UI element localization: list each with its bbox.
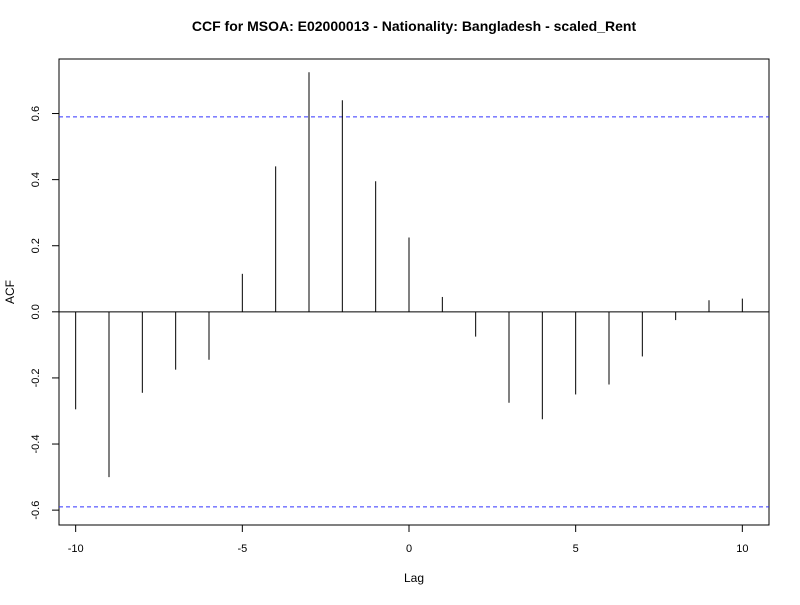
- y-tick-label: -0.2: [30, 368, 42, 387]
- chart-title: CCF for MSOA: E02000013 - Nationality: B…: [192, 18, 637, 34]
- x-axis-label: Lag: [404, 571, 424, 585]
- x-tick-label: 0: [406, 543, 412, 555]
- y-tick-label: 0.4: [30, 172, 42, 187]
- y-tick-label: -0.4: [30, 435, 42, 454]
- y-axis-label: ACF: [3, 280, 17, 304]
- plot-frame: [58, 58, 770, 526]
- y-tick-label: 0.2: [30, 238, 42, 253]
- x-tick-label: 10: [736, 543, 748, 555]
- y-tick-label: 0.0: [30, 304, 42, 319]
- x-tick-label: -5: [237, 543, 247, 555]
- y-tick-label: 0.6: [30, 106, 42, 121]
- x-tick-label: 5: [573, 543, 579, 555]
- y-tick-label: -0.6: [30, 501, 42, 520]
- x-tick-label: -10: [68, 543, 84, 555]
- plot-area: -10 -5 0 5 10 -0.6 -0.4 -0.2 0.0 0.2 0.4 0.6: [30, 58, 770, 555]
